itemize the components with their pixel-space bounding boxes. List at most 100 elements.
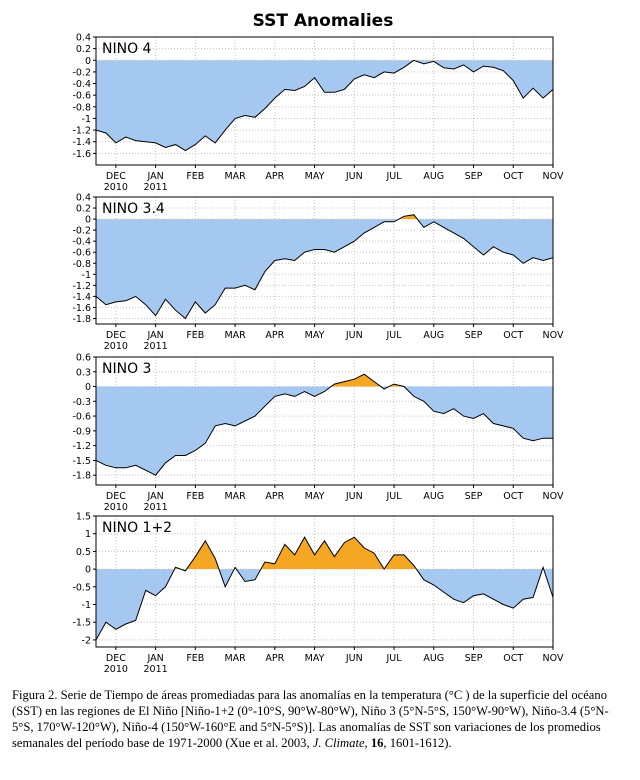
- y-tick-label: -1.2: [72, 281, 91, 292]
- anomaly-series-line: [96, 536, 553, 641]
- x-tick-month: JAN: [146, 653, 163, 664]
- x-tick-month: APR: [265, 330, 284, 341]
- x-tick-month: JAN: [146, 171, 163, 182]
- x-tick-month: SEP: [465, 653, 483, 664]
- y-tick-label: -1.8: [72, 314, 91, 325]
- y-tick-label: 0.4: [76, 33, 91, 44]
- negative-anomaly-area: [96, 60, 553, 151]
- x-tick-month: NOV: [543, 330, 564, 341]
- x-tick-year: 2011: [144, 664, 168, 675]
- x-tick-month: DEC: [106, 330, 126, 341]
- y-tick-label: -2: [82, 635, 91, 646]
- x-tick-month: MAY: [305, 330, 325, 341]
- x-tick-month: JUL: [386, 171, 403, 182]
- y-tick-label: -1: [82, 270, 91, 281]
- y-tick-label: 0: [85, 382, 91, 393]
- y-tick-label: -1.2: [72, 441, 91, 452]
- x-tick-month: JUN: [345, 653, 363, 664]
- caption-volume: 16: [370, 736, 384, 750]
- x-tick-month: OCT: [503, 330, 523, 341]
- negative-anomaly-area: [96, 386, 553, 476]
- x-tick-month: DEC: [106, 653, 126, 664]
- x-tick-month: AUG: [423, 653, 444, 664]
- x-tick-month: AUG: [423, 171, 444, 182]
- y-tick-label: -1.4: [72, 292, 91, 303]
- positive-anomaly-area: [96, 537, 553, 570]
- x-tick-month: FEB: [186, 330, 204, 341]
- x-tick-month: AUG: [423, 330, 444, 341]
- panel-label: NINO 3.4: [102, 201, 165, 217]
- x-tick-month: AUG: [423, 491, 444, 502]
- panel-nino-3: NINO 3 0.6 0.3 0 -0.3 -0.6 -0.9 -1.2 -1.5 -1.8 DEC…: [72, 353, 564, 514]
- y-tick-label: -0.6: [72, 91, 91, 102]
- figure-caption: Figura 2. Serie de Tiempo de áreas prome…: [12, 687, 630, 751]
- x-tick-month: SEP: [465, 491, 483, 502]
- y-tick-label: 0.2: [76, 204, 91, 215]
- x-tick-month: OCT: [503, 171, 523, 182]
- y-tick-label: -1.4: [72, 137, 91, 148]
- y-tick-label: -1: [82, 114, 91, 125]
- y-tick-label: 1.5: [76, 512, 91, 523]
- caption-text-2: , 1601-1612).: [383, 736, 452, 750]
- x-tick-month: JUL: [386, 653, 403, 664]
- caption-figure-label: Figura 2.: [12, 688, 58, 702]
- anomaly-series-line: [96, 59, 553, 152]
- y-tick-label: 0: [85, 215, 91, 226]
- plot-frame: [95, 356, 554, 486]
- y-tick-label: -0.6: [72, 412, 91, 423]
- x-tick-month: OCT: [503, 491, 523, 502]
- plot-frame: [95, 515, 554, 648]
- x-tick-month: JUL: [386, 491, 403, 502]
- y-tick-label: -0.3: [72, 397, 91, 408]
- y-tick-label: 0.6: [76, 353, 91, 364]
- x-tick-month: DEC: [106, 171, 126, 182]
- x-tick-month: NOV: [543, 171, 564, 182]
- x-tick-month: SEP: [465, 171, 483, 182]
- sst-anomalies-chart: SST Anomalies NINO 40.40.20-0.2-0.4-0.6-…: [72, 11, 564, 675]
- panel-label: NINO 4: [102, 41, 152, 57]
- plot-frame: [95, 36, 554, 166]
- x-tick-month: MAY: [305, 653, 325, 664]
- y-tick-label: -1.6: [72, 149, 91, 160]
- y-tick-label: -0.6: [72, 248, 91, 259]
- y-tick-label: -1.2: [72, 126, 91, 137]
- positive-anomaly-area: [398, 214, 418, 220]
- y-tick-label: -0.4: [72, 79, 91, 90]
- x-tick-month: MAY: [305, 491, 325, 502]
- x-tick-month: FEB: [186, 491, 204, 502]
- panel-nino-3-4: NINO 3.40.40.20-0.2-0.4-0.6-0.8-1-1.2-1.…: [72, 193, 564, 353]
- x-tick-year: 2011: [144, 341, 168, 352]
- y-tick-label: 0.5: [76, 547, 91, 558]
- x-tick-month: SEP: [465, 330, 483, 341]
- y-tick-label: -0.2: [72, 67, 91, 78]
- x-tick-month: JUN: [345, 171, 363, 182]
- x-tick-month: NOV: [543, 491, 564, 502]
- x-tick-year: 2010: [104, 664, 128, 675]
- negative-anomaly-area: [96, 219, 553, 319]
- x-tick-month: JUL: [386, 330, 403, 341]
- x-tick-month: MAY: [305, 171, 325, 182]
- x-tick-month: JAN: [146, 491, 163, 502]
- y-tick-label: 0: [85, 56, 91, 67]
- x-tick-month: APR: [265, 171, 284, 182]
- y-tick-label: 0: [85, 565, 91, 576]
- x-tick-month: MAR: [224, 491, 246, 502]
- x-tick-month: JUN: [345, 491, 363, 502]
- x-tick-month: OCT: [503, 653, 523, 664]
- y-tick-label: -0.9: [72, 426, 91, 437]
- y-tick-label: -1.6: [72, 303, 91, 314]
- x-tick-month: JAN: [146, 330, 163, 341]
- x-tick-year: 2010: [104, 182, 128, 193]
- y-tick-label: 0.3: [76, 367, 91, 378]
- x-tick-month: NOV: [543, 653, 564, 664]
- panel-label: NINO 1+2: [102, 520, 172, 536]
- y-tick-label: 0.2: [76, 44, 91, 55]
- panel-nino-4: NINO 4 0.40.20-0.2-0.4-0.6-0.8-1-1.2-1.4-…: [72, 33, 564, 194]
- y-tick-label: -1.5: [72, 618, 91, 629]
- plot-frame: [95, 196, 554, 325]
- y-tick-label: -1: [82, 600, 91, 611]
- x-tick-year: 2011: [144, 502, 168, 513]
- y-tick-label: -0.8: [72, 259, 91, 270]
- negative-anomaly-area: [96, 569, 553, 640]
- caption-text-1: Serie de Tiempo de áreas promediadas par…: [12, 688, 609, 750]
